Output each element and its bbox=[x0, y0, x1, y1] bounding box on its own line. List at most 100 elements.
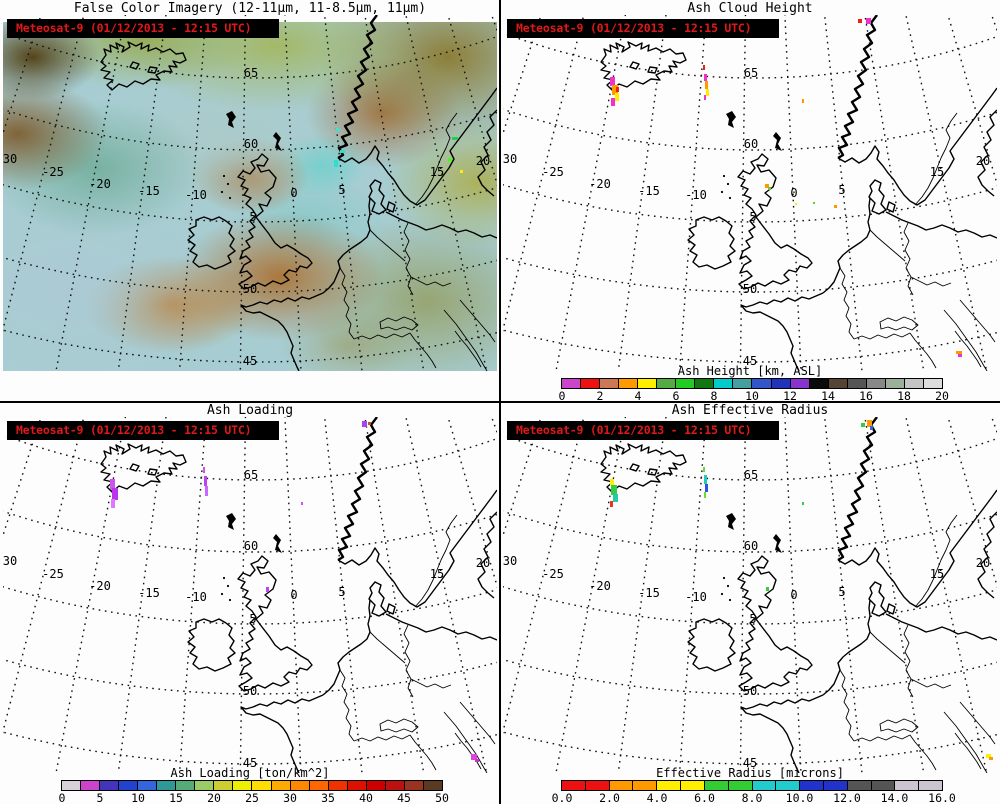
ash-speck bbox=[706, 89, 709, 96]
grid-label: 5 bbox=[838, 585, 845, 599]
grid-label: 5 bbox=[338, 183, 345, 197]
banner-text: Meteosat-9 (01/12/2013 - 12:15 UTC) bbox=[516, 21, 752, 35]
ash-speck bbox=[802, 99, 804, 103]
ash-speck bbox=[766, 587, 769, 591]
ash-speck bbox=[448, 158, 452, 162]
ash-speck bbox=[204, 476, 207, 486]
panel-ash-radius: Ash Effective Radius 65 60 5 50 45 30 -25 -20 -1… bbox=[500, 402, 1000, 804]
ash-speck bbox=[266, 587, 269, 592]
grid-label: 30 bbox=[503, 152, 517, 166]
grid-label: 60 bbox=[744, 137, 758, 151]
grid-label: 0 bbox=[290, 588, 297, 602]
map-overlay-false-color: 65 60 5 50 45 30 -25 -20 -15 -10 0 5 15 20 bbox=[3, 15, 497, 371]
grid-label: 20 bbox=[976, 154, 990, 168]
grid-label: 0 bbox=[790, 588, 797, 602]
ash-speck bbox=[610, 479, 614, 485]
ash-speck bbox=[475, 759, 479, 762]
grid-label: 65 bbox=[744, 66, 758, 80]
grid-label: -15 bbox=[138, 586, 160, 600]
ash-speck bbox=[813, 202, 815, 204]
grid-label: 20 bbox=[476, 154, 490, 168]
banner-text: Meteosat-9 (01/12/2013 - 12:15 UTC) bbox=[516, 423, 752, 437]
grid-label: -10 bbox=[185, 590, 207, 604]
grid-label: -20 bbox=[589, 579, 611, 593]
meteosat-banner: Meteosat-9 (01/12/2013 - 12:15 UTC) bbox=[7, 19, 279, 38]
grid-label: -20 bbox=[89, 579, 111, 593]
map-ash-radius: 65 60 5 50 45 30 -25 -20 -15 -10 0 5 15 20 bbox=[503, 417, 997, 773]
ash-speck bbox=[460, 170, 463, 173]
grid-label: 50 bbox=[243, 282, 257, 296]
grid-label: -10 bbox=[685, 188, 707, 202]
grid-label: 5 bbox=[838, 183, 845, 197]
ash-speck bbox=[989, 757, 993, 760]
ash-speck bbox=[768, 187, 771, 190]
ash-speck bbox=[112, 488, 118, 500]
grid-label: 50 bbox=[743, 684, 757, 698]
grid-label: 50 bbox=[743, 282, 757, 296]
grid-label: 65 bbox=[744, 468, 758, 482]
grid-label: 15 bbox=[930, 567, 944, 581]
ash-speck bbox=[834, 205, 837, 208]
ash-speck bbox=[802, 502, 804, 505]
ash-speck bbox=[203, 467, 205, 473]
grid-label: 5 bbox=[249, 210, 256, 224]
panel-title-false-color: False Color Imagery (12-11µm, 11-8.5µm, … bbox=[73, 1, 427, 16]
ash-speck bbox=[870, 426, 873, 430]
ash-speck bbox=[610, 501, 613, 507]
panel-divider-horizontal bbox=[0, 401, 1000, 403]
grid-label: 30 bbox=[503, 554, 517, 568]
ash-speck bbox=[704, 492, 706, 498]
grid-label: 15 bbox=[430, 567, 444, 581]
panel-ash-loading: Ash Loading 65 60 5 50 45 30 -25 -20 -15 -10 0 5 15 2… bbox=[0, 402, 500, 804]
grid-label: 45 bbox=[243, 756, 257, 770]
panel-ash-height: Ash Cloud Height 65 60 5 50 45 30 -25 -20 -15 -10… bbox=[500, 0, 1000, 402]
grid-label: -15 bbox=[138, 184, 160, 198]
grid-label: 60 bbox=[244, 539, 258, 553]
grid-label: 30 bbox=[3, 152, 17, 166]
ash-speck bbox=[111, 499, 115, 508]
grid-label: 60 bbox=[244, 137, 258, 151]
ash-speck bbox=[704, 95, 706, 100]
grid-label: -20 bbox=[89, 177, 111, 191]
grid-label: 15 bbox=[930, 165, 944, 179]
ash-speck bbox=[704, 475, 707, 484]
ash-speck bbox=[866, 18, 871, 24]
panel-title-ash-loading: Ash Loading bbox=[206, 403, 294, 418]
grid-label: 65 bbox=[244, 468, 258, 482]
grid-label: 45 bbox=[243, 354, 257, 368]
ash-speck bbox=[611, 98, 615, 106]
grid-label: 5 bbox=[249, 612, 256, 626]
banner-text: Meteosat-9 (01/12/2013 - 12:15 UTC) bbox=[16, 21, 252, 35]
ash-speck bbox=[362, 421, 367, 427]
meteosat-banner: Meteosat-9 (01/12/2013 - 12:15 UTC) bbox=[507, 19, 779, 38]
ash-speck bbox=[858, 19, 862, 23]
grid-label: -10 bbox=[685, 590, 707, 604]
ash-speck bbox=[613, 494, 618, 502]
grid-label: -25 bbox=[542, 567, 564, 581]
ash-speck bbox=[867, 420, 872, 427]
banner-text: Meteosat-9 (01/12/2013 - 12:15 UTC) bbox=[16, 423, 252, 437]
ash-speck bbox=[765, 184, 769, 188]
map-ash-height: 65 60 5 50 45 30 -25 -20 -15 -10 0 5 15 20 bbox=[503, 15, 997, 371]
grid-label: -25 bbox=[42, 567, 64, 581]
ash-speck bbox=[611, 485, 617, 495]
ash-speck bbox=[205, 486, 208, 496]
ash-speck bbox=[705, 484, 708, 492]
ash-speck bbox=[616, 87, 619, 92]
meteosat-banner: Meteosat-9 (01/12/2013 - 12:15 UTC) bbox=[507, 421, 779, 440]
grid-label: 45 bbox=[743, 756, 757, 770]
grid-label: 5 bbox=[749, 210, 756, 224]
ash-speck bbox=[958, 354, 962, 357]
grid-label: 5 bbox=[338, 585, 345, 599]
panel-title-ash-radius: Ash Effective Radius bbox=[671, 403, 829, 418]
ash-speck bbox=[301, 502, 303, 505]
ash-speck bbox=[340, 150, 345, 153]
ash-speck bbox=[368, 422, 371, 425]
ash-speck bbox=[986, 754, 991, 758]
grid-label: -15 bbox=[638, 184, 660, 198]
grid-label: 0 bbox=[790, 186, 797, 200]
grid-label: 65 bbox=[244, 66, 258, 80]
grid-label: 20 bbox=[476, 556, 490, 570]
ash-speck bbox=[705, 81, 708, 89]
